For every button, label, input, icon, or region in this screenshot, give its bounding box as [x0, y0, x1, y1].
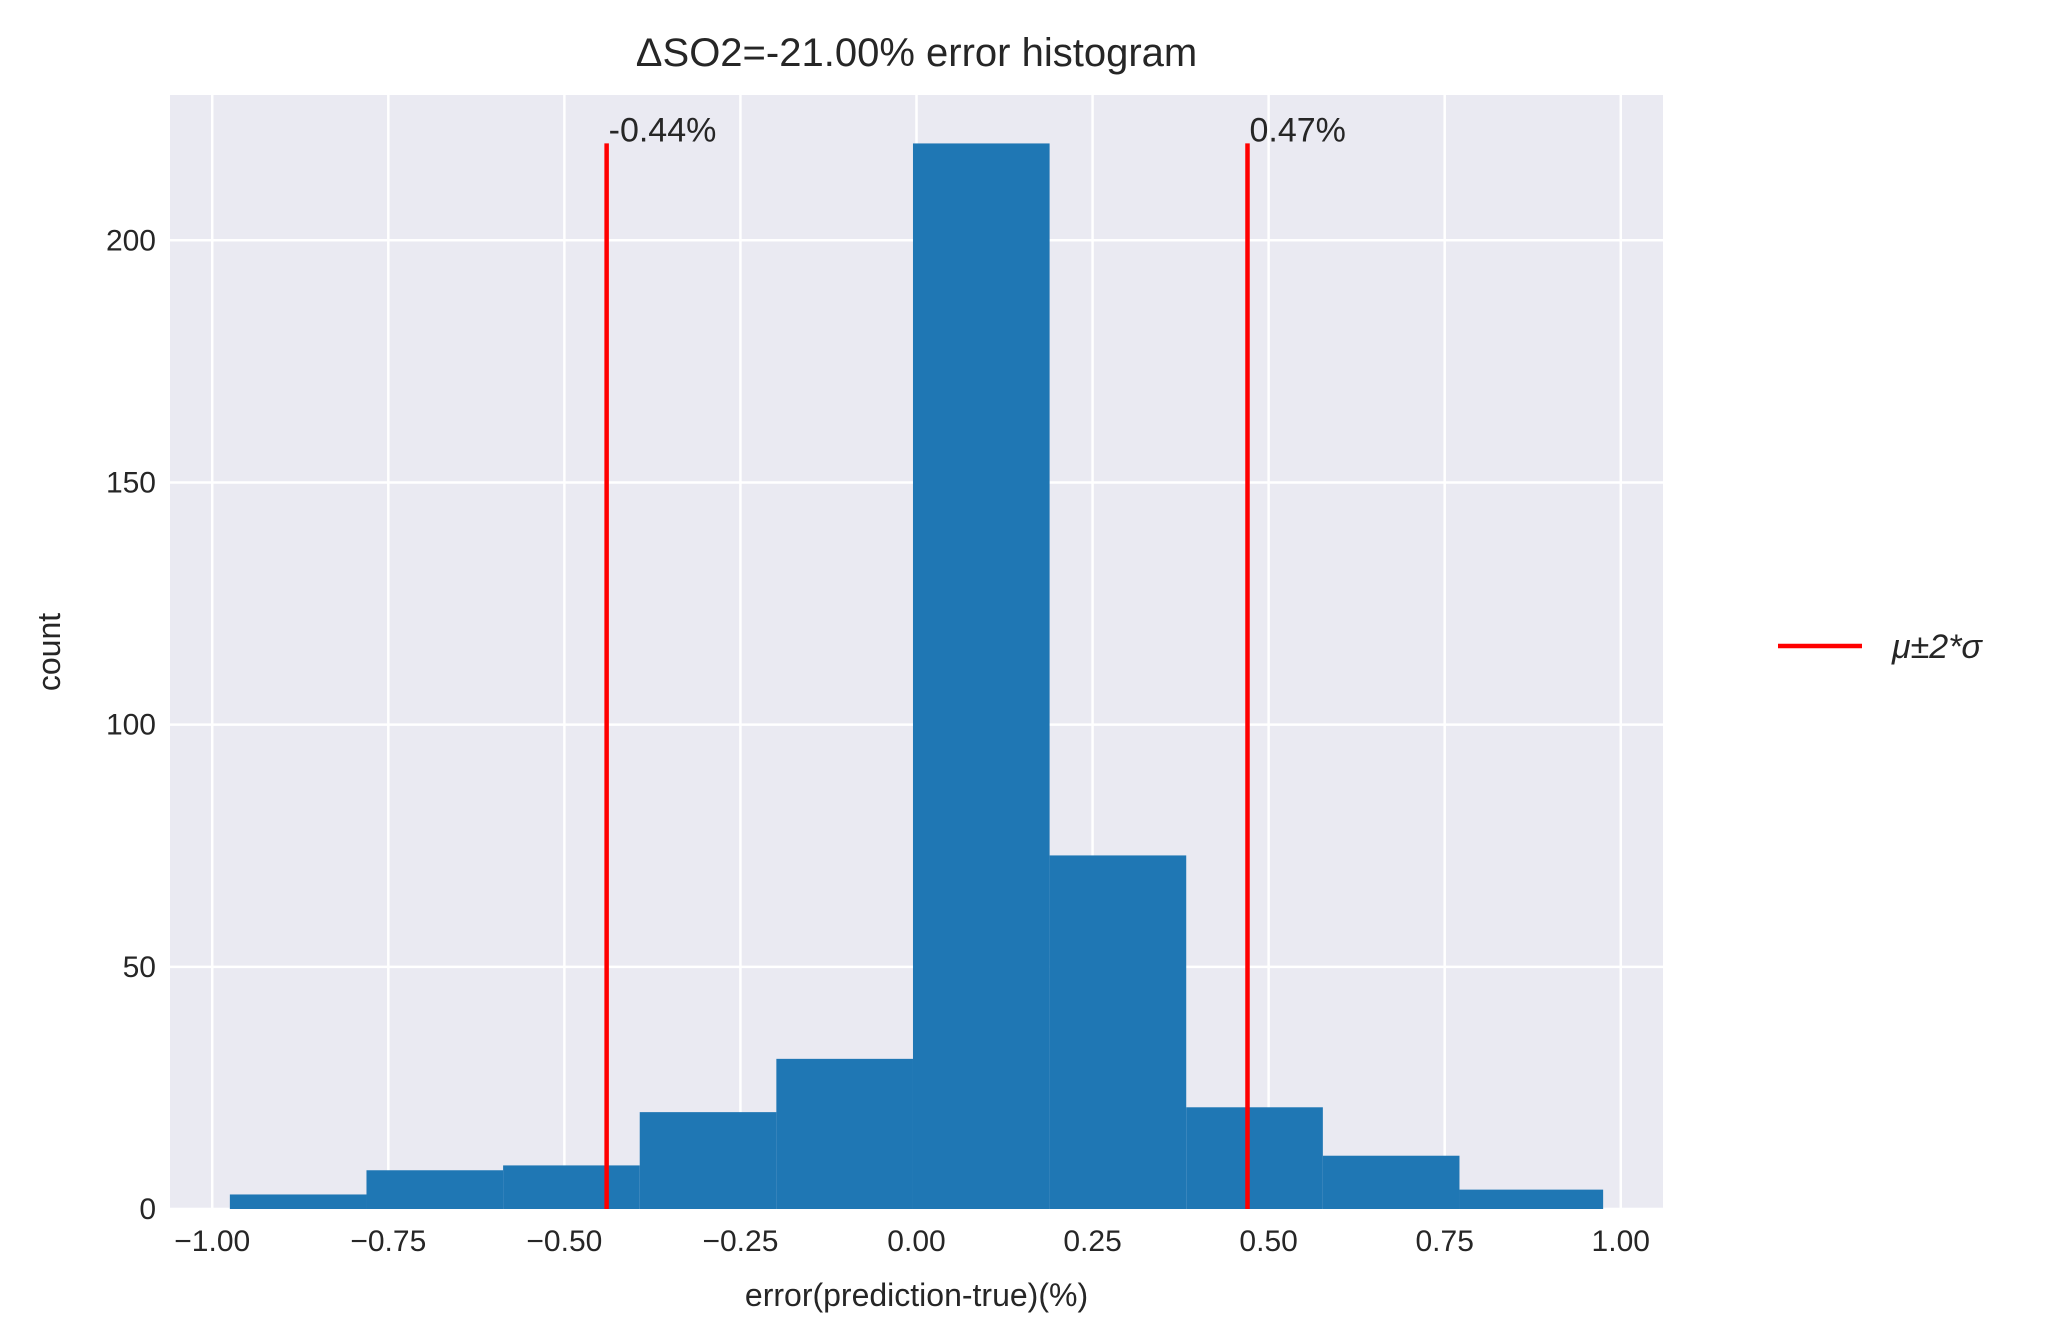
x-tick-label: 0.00	[887, 1225, 945, 1258]
x-tick-label: −1.00	[174, 1225, 250, 1258]
histogram-bar	[366, 1170, 504, 1209]
histogram-bar	[503, 1165, 640, 1209]
y-tick-label: 100	[106, 709, 156, 742]
x-tick-label: −0.75	[350, 1225, 426, 1258]
histogram-bar	[912, 143, 1050, 1209]
y-tick-label: 150	[106, 466, 156, 499]
histogram-bar	[1459, 1189, 1604, 1209]
x-tick-label: −0.50	[526, 1225, 602, 1258]
x-tick-label: 0.75	[1415, 1225, 1473, 1258]
legend: μ±2*σ	[1778, 628, 1983, 666]
x-tick-label: 0.50	[1239, 1225, 1297, 1258]
chart-title: ΔSO2=-21.00% error histogram	[636, 31, 1197, 75]
histogram-bar	[1322, 1155, 1460, 1209]
y-tick-label: 50	[123, 951, 156, 984]
x-tick-label: 1.00	[1592, 1225, 1650, 1258]
x-tick-label: −0.25	[702, 1225, 778, 1258]
y-axis-label: count	[31, 613, 67, 691]
x-tick-labels: −1.00 −0.75 −0.50 −0.25 0.00 0.25 0.50 0.75 1.00	[174, 1225, 1650, 1258]
histogram-bar	[1049, 855, 1187, 1209]
sigma-lines: -0.44% 0.47%	[604, 111, 1346, 1209]
y-tick-labels: 0 50 100 150 200	[106, 224, 156, 1226]
sigma-line-label: 0.47%	[1249, 111, 1345, 149]
histogram-bar	[229, 1194, 367, 1209]
sigma-line-label: -0.44%	[609, 111, 717, 149]
histogram-bar	[1186, 1107, 1323, 1209]
histogram-bar	[776, 1058, 913, 1209]
histogram-bars	[229, 143, 1604, 1209]
legend-label: μ±2*σ	[1891, 628, 1983, 666]
x-tick-label: 0.25	[1063, 1225, 1121, 1258]
y-tick-label: 200	[106, 224, 156, 257]
x-axis-label: error(prediction-true)(%)	[745, 1277, 1088, 1313]
y-tick-label: 0	[139, 1193, 156, 1226]
histogram-bar	[639, 1112, 777, 1209]
